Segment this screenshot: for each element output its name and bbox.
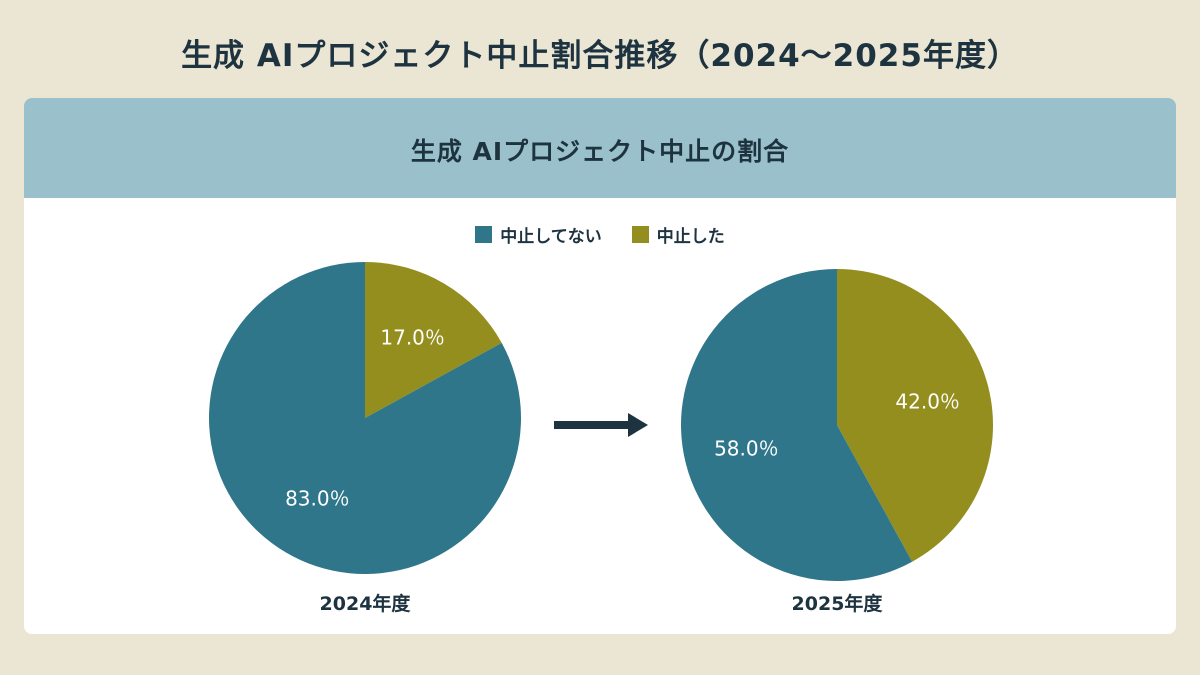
chart-card: 生成 AIプロジェクト中止の割合 中止してない 中止した 17.0％ 83.0％ 4… (24, 98, 1176, 634)
pie-label-not-cancelled-1: 58.0％ (714, 436, 779, 460)
legend-item-cancelled: 中止した (631, 222, 725, 247)
legend-label-cancelled: 中止した (656, 227, 725, 247)
legend-swatch-cancelled (631, 226, 649, 243)
card-title: 生成 AIプロジェクト中止の割合 (410, 137, 790, 166)
year-label-2024: 2024年度 (319, 593, 411, 615)
right-arrow-icon (554, 413, 648, 437)
pie-slice-cancelled-0 (365, 262, 502, 418)
pie-slice-cancelled-1 (837, 269, 993, 562)
legend-label-not-cancelled: 中止してない (500, 227, 602, 247)
pie-slice-not-cancelled-0 (208, 262, 521, 574)
legend: 中止してない 中止した (24, 222, 1176, 247)
page-title: 生成 AIプロジェクト中止割合推移（2024～2025年度） (181, 38, 1019, 74)
pie-label-cancelled-0: 17.0％ (380, 325, 445, 349)
legend-item-not-cancelled: 中止してない (475, 222, 602, 247)
pie-label-not-cancelled-0: 83.0％ (285, 487, 350, 511)
pie-charts: 17.0％ 83.0％ 42.0％ 58.0％ (208, 262, 993, 581)
pie-label-cancelled-1: 42.0％ (895, 390, 960, 414)
pie-slice-not-cancelled-1 (681, 269, 913, 581)
card-header: 生成 AIプロジェクト中止の割合 (24, 98, 1176, 198)
year-label-2025: 2025年度 (791, 593, 883, 615)
legend-swatch-not-cancelled (475, 226, 493, 243)
